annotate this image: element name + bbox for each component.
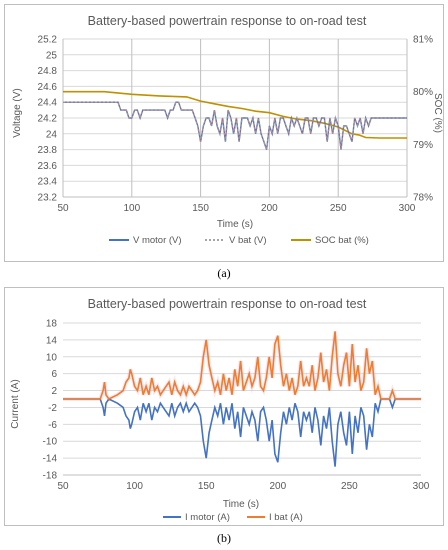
- y2-axis-label: SOC (%): [432, 93, 443, 133]
- x-tick-label: 300: [413, 481, 430, 492]
- y-tick-label: 18: [46, 319, 58, 330]
- x-tick-label: 250: [341, 481, 358, 492]
- y-tick-label: 2: [51, 386, 57, 397]
- y-tick-label: 23.4: [38, 177, 58, 188]
- legend-label-i-bat: I bat (A): [269, 512, 303, 523]
- legend-label-soc: SOC bat (%): [315, 235, 369, 246]
- x-tick-label: 50: [57, 203, 69, 214]
- current-chart: -18 -14 -10 -6 -2 2 6 10 14 18 50 100 150 200 250 300 B…: [10, 297, 430, 523]
- y-tick-label: -10: [43, 437, 58, 448]
- x-tick-label: 100: [126, 481, 143, 492]
- voltage-soc-chart: 23.2 23.4 23.6 23.8 24 24.2 24.4 24.6 24.8 25 25.2…: [12, 14, 443, 246]
- panel-label-a: (a): [217, 266, 231, 280]
- x-tick-label: 150: [198, 481, 215, 492]
- y-axis-label: Voltage (V): [12, 88, 23, 137]
- y-tick-label: -2: [48, 403, 57, 414]
- legend-label-i-motor: I motor (A): [185, 512, 230, 523]
- x-tick-label: 250: [330, 203, 347, 214]
- y-tick-label: 24.8: [38, 66, 58, 77]
- series-line-i-motor: [63, 397, 421, 467]
- x-axis-label: Time (s): [217, 219, 253, 230]
- legend-label-v-bat: V bat (V): [229, 235, 267, 246]
- y-tick-label: 25.2: [38, 35, 58, 46]
- series-line-v-bat-overlay: [63, 101, 407, 150]
- x-tick-label: 50: [57, 481, 69, 492]
- chart-panel-current: -18 -14 -10 -6 -2 2 6 10 14 18 50 100 150 200 250 300 B…: [4, 287, 444, 526]
- chart-title: Battery-based powertrain response to on-…: [88, 297, 367, 311]
- y-tick-label: 25: [46, 50, 58, 61]
- x-tick-label: 300: [399, 203, 416, 214]
- y-tick-label: 24.6: [38, 82, 58, 93]
- chart-title: Battery-based powertrain response to on-…: [88, 14, 367, 28]
- y-axis-label: Current (A): [10, 379, 21, 428]
- y-tick-label: 23.8: [38, 145, 58, 156]
- y-tick-label: 24.2: [38, 114, 58, 125]
- y-tick-label: 23.2: [38, 193, 58, 204]
- x-axis-label: Time (s): [223, 499, 259, 510]
- series-line-i-bat: [63, 331, 421, 401]
- y-tick-label: 6: [51, 369, 57, 380]
- y-tick-label: 24: [46, 129, 58, 140]
- x-tick-label: 200: [269, 481, 286, 492]
- chart-panel-voltage: 23.2 23.4 23.6 23.8 24 24.2 24.4 24.6 24.8 25 25.2…: [4, 4, 444, 262]
- x-tick-label: 200: [261, 203, 278, 214]
- plot-area: -18 -14 -10 -6 -2 2 6 10 14 18 50 100 150 200 250 300: [43, 319, 430, 493]
- legend-label-v-motor: V motor (V): [133, 235, 182, 246]
- y-tick-label: 23.6: [38, 161, 58, 172]
- y-tick-label: 10: [46, 352, 58, 363]
- y2-tick-label: 79%: [413, 140, 433, 151]
- series-line-soc-bat: [63, 90, 407, 139]
- panel-label-b: (b): [217, 531, 231, 545]
- y2-tick-label: 80%: [413, 87, 433, 98]
- plot-area: 23.2 23.4 23.6 23.8 24 24.2 24.4 24.6 24.8 25 25.2…: [38, 35, 434, 215]
- y-tick-label: -6: [48, 420, 57, 431]
- y-tick-label: 14: [46, 335, 58, 346]
- legend: I motor (A) I bat (A): [163, 512, 303, 523]
- y-tick-label: -14: [43, 454, 58, 465]
- y2-tick-label: 78%: [413, 193, 433, 204]
- series-halo-i-bat: [63, 331, 421, 402]
- x-tick-label: 100: [123, 203, 140, 214]
- legend: V motor (V) V bat (V) SOC bat (%): [109, 235, 369, 246]
- y2-tick-label: 81%: [413, 35, 433, 46]
- y-tick-label: 24.4: [38, 98, 58, 109]
- y-tick-label: -18: [43, 471, 58, 482]
- x-tick-label: 150: [192, 203, 209, 214]
